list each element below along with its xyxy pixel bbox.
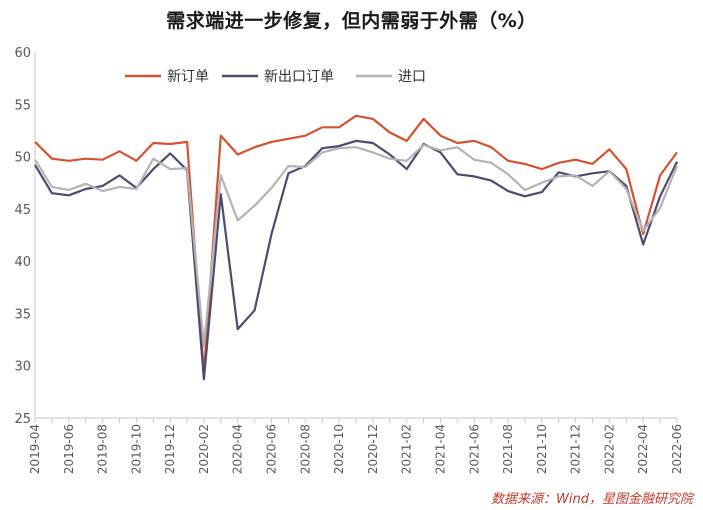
legend: 新订单 新出口订单 进口 <box>125 69 426 85</box>
series-lines <box>34 114 679 381</box>
x-tick-label: 2020-06 <box>265 424 279 474</box>
x-tick-label: 2022-06 <box>670 424 684 474</box>
chart-title: 需求端进一步修复，但内需弱于外需（%） <box>166 10 537 32</box>
y-axis: 25 30 35 40 45 50 55 60 <box>14 46 36 427</box>
source-note: 数据来源：Wind，星图金融研究院 <box>491 492 693 507</box>
series-line-1 <box>34 114 678 375</box>
x-tick-label: 2021-04 <box>433 424 447 474</box>
y-tick-label: 40 <box>14 255 31 270</box>
x-tick-label: 2019-10 <box>129 424 143 474</box>
y-tick-label: 35 <box>14 307 31 322</box>
series-line-3 <box>34 144 679 347</box>
x-tick-label: 2020-10 <box>332 424 346 474</box>
x-tick-label: 2021-12 <box>569 424 583 474</box>
y-tick-label: 30 <box>14 360 31 375</box>
x-tick-label: 2020-12 <box>366 424 380 474</box>
x-tick-label: 2021-02 <box>400 424 414 474</box>
y-tick-label: 50 <box>14 151 31 166</box>
x-tick-label: 2020-02 <box>197 424 211 474</box>
legend-label-3: 进口 <box>398 69 426 85</box>
series-line-2 <box>34 139 678 381</box>
x-tick-label: 2019-12 <box>163 424 177 474</box>
x-tick-label: 2019-08 <box>96 424 110 474</box>
x-tick-label: 2020-04 <box>231 424 245 474</box>
x-tick-label: 2019-06 <box>62 424 76 474</box>
y-tick-label: 55 <box>14 98 31 113</box>
legend-label-1: 新订单 <box>167 69 209 85</box>
x-tick-label: 2021-06 <box>467 424 481 474</box>
y-tick-label: 25 <box>14 412 31 427</box>
legend-label-2: 新出口订单 <box>264 69 334 85</box>
y-tick-label: 45 <box>14 203 31 218</box>
x-tick-label: 2022-04 <box>636 424 650 474</box>
x-tick-label: 2022-02 <box>602 424 616 474</box>
y-tick-label: 60 <box>14 46 31 61</box>
x-tick-label: 2019-04 <box>28 424 42 474</box>
x-axis: 2019-04 2019-06 2019-08 2019-10 2019-12 2020-… <box>28 417 684 474</box>
x-tick-label: 2021-08 <box>501 424 515 474</box>
x-tick-label: 2021-10 <box>535 424 549 474</box>
x-tick-label: 2020-08 <box>298 424 312 474</box>
